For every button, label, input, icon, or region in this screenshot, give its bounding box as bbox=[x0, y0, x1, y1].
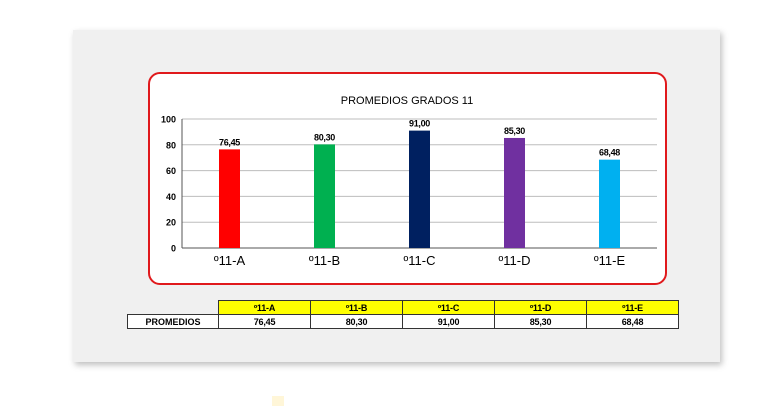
x-tick-label: º11-E bbox=[594, 253, 626, 268]
bar-value-label: 91,00 bbox=[409, 119, 430, 129]
chart-title: PROMEDIOS GRADOS 11 bbox=[341, 95, 473, 107]
bar-value-label: 80,30 bbox=[314, 132, 335, 142]
table-row-label: PROMEDIOS bbox=[127, 314, 219, 329]
table-cell: 91,00 bbox=[402, 314, 495, 329]
y-tick-label: 80 bbox=[166, 140, 176, 150]
table-cell: 85,30 bbox=[494, 314, 587, 329]
chart-frame: PROMEDIOS GRADOS 11 0 20 40 60 80 100 76,45 º1… bbox=[148, 72, 667, 285]
bar bbox=[409, 130, 430, 248]
x-tick-label: º11-C bbox=[404, 253, 436, 268]
x-tick-label: º11-A bbox=[214, 253, 246, 268]
table-cell: 76,45 bbox=[218, 314, 311, 329]
y-tick-label: 0 bbox=[171, 244, 176, 254]
x-tick-label: º11-D bbox=[499, 253, 531, 268]
bar-chart: PROMEDIOS GRADOS 11 0 20 40 60 80 100 76,45 º1… bbox=[161, 95, 657, 268]
y-tick-label: 100 bbox=[161, 115, 176, 125]
bar-value-label: 76,45 bbox=[219, 137, 240, 147]
table-header-cell: º11-D bbox=[494, 300, 587, 315]
table-row: PROMEDIOS 76,45 80,30 91,00 85,30 68,48 bbox=[127, 314, 679, 329]
bar bbox=[219, 149, 240, 248]
table-header-cell: º11-E bbox=[586, 300, 679, 315]
bar-value-label: 85,30 bbox=[504, 126, 525, 136]
bar-value-label: 68,48 bbox=[599, 148, 620, 158]
bar bbox=[504, 137, 525, 248]
table-header-row: º11-A º11-B º11-C º11-D º11-E bbox=[128, 300, 679, 315]
table-cell: 80,30 bbox=[310, 314, 403, 329]
table-header-cell: º11-B bbox=[310, 300, 403, 315]
data-table: º11-A º11-B º11-C º11-D º11-E PROMEDIOS … bbox=[127, 300, 679, 329]
cell-cursor-mark bbox=[272, 396, 284, 406]
y-tick-label: 20 bbox=[166, 218, 176, 228]
y-tick-label: 40 bbox=[166, 192, 176, 202]
bar bbox=[314, 144, 335, 248]
table-header-cell: º11-A bbox=[218, 300, 311, 315]
table-header-cell: º11-C bbox=[402, 300, 495, 315]
bar bbox=[599, 159, 620, 248]
y-tick-label: 60 bbox=[166, 166, 176, 176]
x-tick-label: º11-B bbox=[309, 253, 340, 268]
table-cell: 68,48 bbox=[586, 314, 679, 329]
